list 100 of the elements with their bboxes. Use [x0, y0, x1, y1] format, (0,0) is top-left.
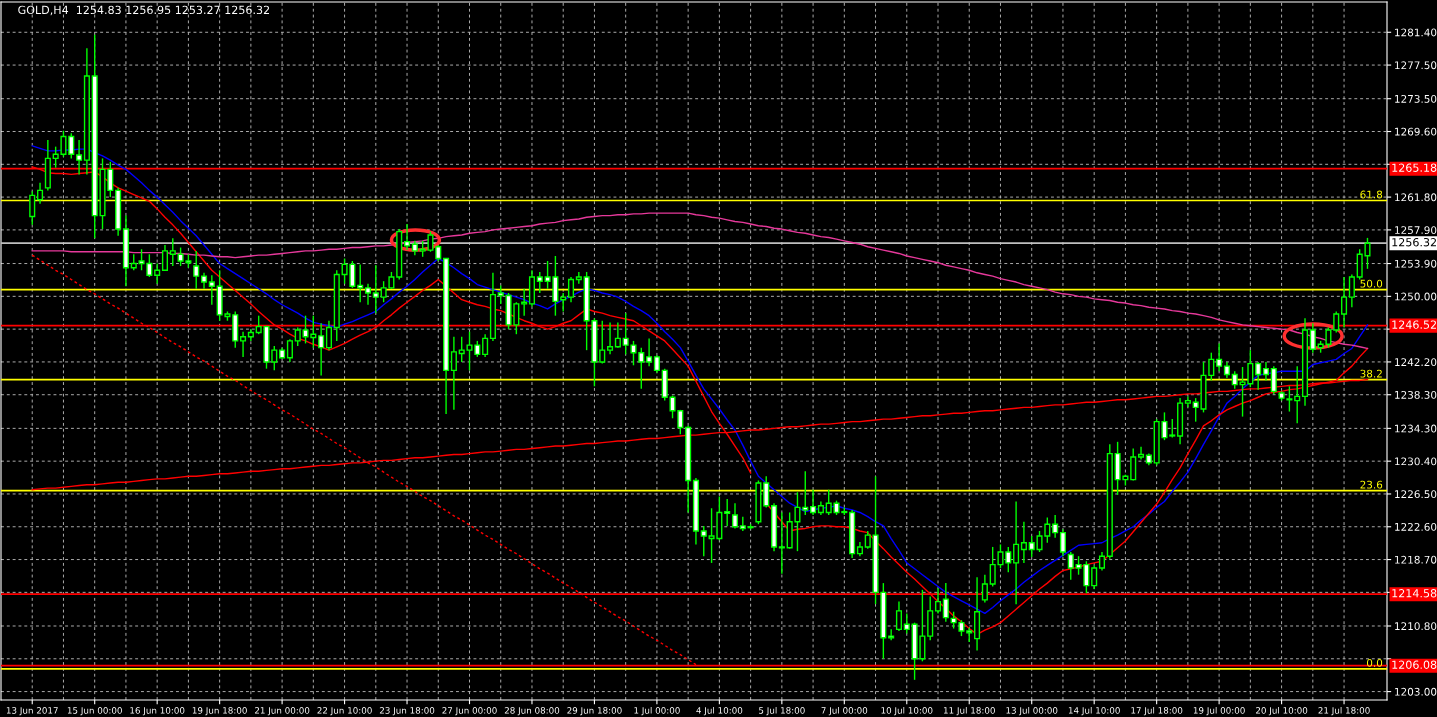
candlestick — [404, 223, 411, 251]
annotation: 50.0 — [1360, 279, 1383, 288]
candlestick — [942, 582, 949, 623]
ref-line-label: 1265.18 — [1392, 163, 1437, 172]
x-tick-label: 19 Jun 18:00 — [192, 707, 247, 716]
candlestick — [1098, 551, 1106, 572]
candlestick — [536, 271, 543, 294]
candlestick — [169, 237, 176, 267]
candlestick — [1059, 528, 1066, 557]
candlestick — [802, 470, 809, 516]
candlestick — [161, 244, 169, 271]
y-tick-label: 1242.20 — [1395, 358, 1437, 367]
x-tick-label: 19 Jul 00:00 — [1193, 706, 1245, 716]
candlestick — [1091, 564, 1098, 590]
x-tick-label: 21 Jul 18:00 — [1318, 706, 1370, 716]
candlestick — [1309, 322, 1316, 354]
y-tick-label: 1250.00 — [1395, 292, 1437, 301]
candlestick — [482, 333, 489, 358]
candlestick — [497, 284, 504, 305]
y-tick-label: 1222.60 — [1395, 522, 1437, 531]
x-tick-label: 20 Jul 10:00 — [1255, 706, 1308, 716]
candlestick — [325, 320, 332, 351]
candlestick — [575, 271, 582, 285]
x-tick-label: 7 Jul 00:00 — [821, 706, 868, 716]
x-tick-label: 17 Jul 18:00 — [1131, 706, 1183, 716]
candlestick — [450, 336, 457, 411]
y-tick-label: 1238.30 — [1395, 390, 1437, 399]
candlestick — [29, 190, 36, 226]
candlestick — [208, 274, 215, 306]
y-tick-label: 1203.00 — [1395, 687, 1437, 696]
candlestick — [614, 321, 621, 349]
candlestick — [154, 262, 161, 285]
candlestick — [1294, 365, 1301, 425]
x-tick-label: 13 Jul 00:00 — [1006, 706, 1058, 716]
candlestick — [1348, 273, 1355, 308]
x-tick-label: 15 Jun 00:00 — [67, 707, 122, 716]
candlestick — [1052, 514, 1059, 539]
y-tick-label: 1269.60 — [1395, 127, 1437, 136]
x-tick-label: 23 Jun 18:00 — [379, 707, 435, 716]
candlestick — [37, 182, 44, 205]
ref-line-label: 1246.52 — [1392, 320, 1436, 329]
candlestick — [372, 264, 379, 314]
candlestick — [1333, 310, 1340, 334]
ref-line-label: 1256.32 — [1392, 238, 1436, 247]
candlestick — [560, 292, 567, 313]
candlestick — [895, 600, 903, 632]
candlestick — [1270, 365, 1277, 395]
candlestick — [1341, 276, 1348, 329]
x-tick-label: 21 Jun 00:00 — [254, 707, 310, 716]
x-tick-label: 13 Jun 2017 — [6, 707, 58, 716]
y-tick-label: 1273.50 — [1395, 94, 1437, 103]
x-tick-label: 16 Jun 10:00 — [130, 707, 185, 716]
x-tick-label: 1 Jul 00:00 — [634, 706, 680, 716]
x-tick-label: 11 Jul 18:00 — [943, 706, 995, 716]
candlestick — [1216, 342, 1223, 372]
candlestick — [521, 288, 528, 317]
candlestick — [357, 263, 364, 303]
y-tick-label: 1281.40 — [1395, 28, 1437, 37]
y-tick-label: 1257.90 — [1395, 226, 1437, 235]
x-tick-label: 14 Jul 10:00 — [1068, 706, 1120, 716]
candlestick — [567, 276, 575, 303]
y-tick-label: 1234.30 — [1395, 424, 1437, 433]
candlestick — [599, 320, 606, 365]
y-tick-label: 1218.70 — [1395, 555, 1437, 564]
y-tick-label: 1230.40 — [1395, 457, 1437, 466]
candlestick — [1130, 447, 1137, 482]
candlestick — [607, 321, 614, 356]
annotation: 23.6 — [1360, 480, 1383, 489]
x-tick-label: 5 Jul 18:00 — [759, 706, 805, 716]
candlestick — [778, 511, 785, 575]
x-tick-label: 4 Jul 10:00 — [696, 706, 743, 716]
chart-title: GOLD,H4 1254.83 1256.95 1253.27 1256.32 — [18, 5, 270, 16]
y-tick-label: 1226.50 — [1395, 490, 1437, 499]
candlestick — [888, 628, 895, 641]
candlestick — [1067, 551, 1074, 581]
candlestick — [934, 587, 942, 615]
candlestick — [731, 502, 739, 530]
candlestick — [724, 498, 731, 527]
y-tick-label: 1261.80 — [1395, 193, 1437, 202]
x-tick-label: 28 Jun 08:00 — [504, 707, 560, 716]
ref-line-label: 1206.08 — [1392, 660, 1437, 669]
candlestick — [763, 475, 770, 509]
y-tick-label: 1253.90 — [1395, 259, 1437, 268]
candlestick — [364, 283, 372, 306]
candlestick — [810, 489, 817, 516]
candlestick — [1013, 500, 1020, 605]
candlestick — [1255, 361, 1262, 391]
x-tick-label: 10 Jul 10:00 — [881, 706, 933, 716]
x-tick-label: 29 Jun 18:00 — [567, 707, 622, 716]
candlestick — [1169, 418, 1176, 439]
candlestick — [1020, 521, 1027, 564]
candlestick — [193, 250, 200, 290]
annotation: 38.2 — [1360, 369, 1382, 378]
candlestick — [240, 330, 247, 358]
candlestick — [1184, 395, 1191, 409]
candlestick — [76, 139, 83, 176]
candlestick — [903, 612, 910, 635]
candlestick — [700, 525, 707, 557]
x-tick-label: 27 Jun 00:00 — [442, 707, 497, 716]
candlestick — [646, 337, 653, 367]
